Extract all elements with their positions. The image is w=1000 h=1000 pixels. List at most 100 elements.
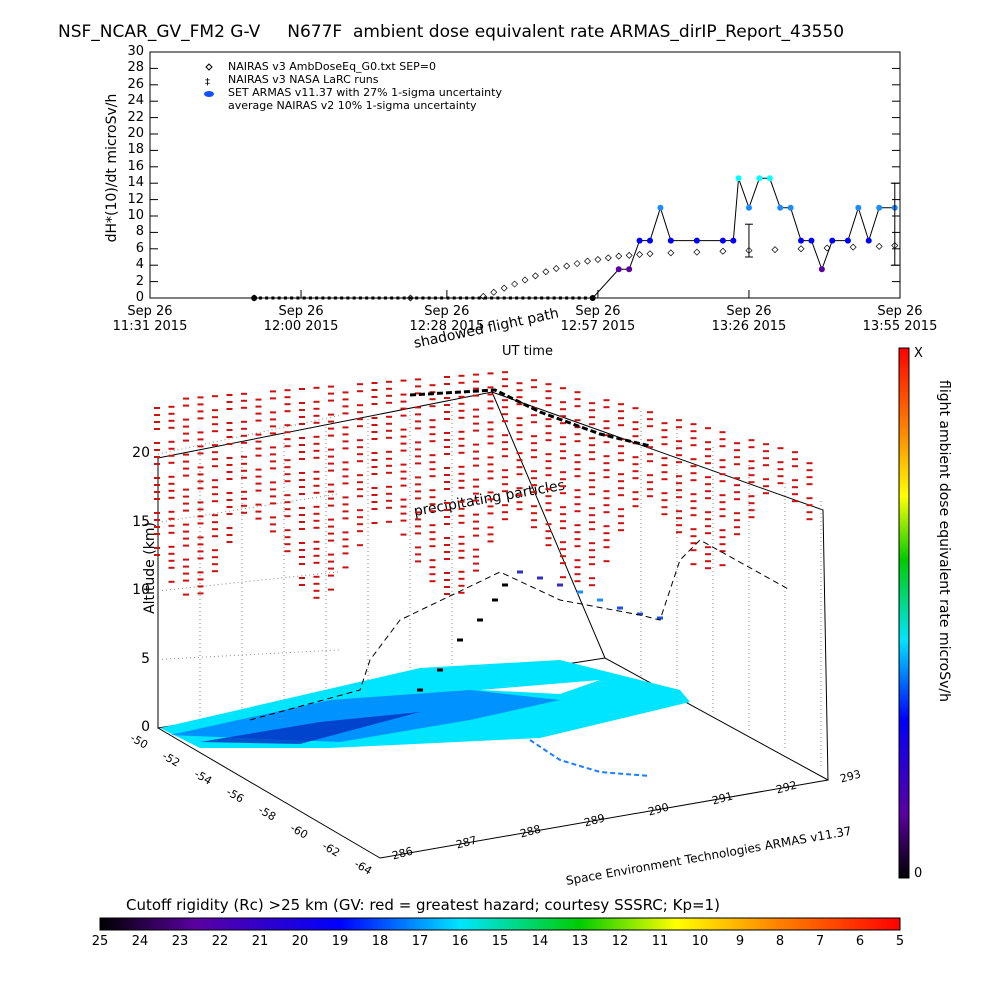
precip-mark: [603, 420, 610, 423]
y-tick-label: 10: [127, 208, 144, 223]
dose-zero-point: [390, 296, 394, 300]
precip-mark: [705, 532, 711, 535]
precip-mark: [241, 455, 247, 458]
precip-mark: [197, 438, 204, 441]
precip-mark: [313, 421, 320, 424]
precip-mark: [154, 428, 160, 430]
precip-mark: [197, 571, 204, 574]
precip-mark: [545, 439, 552, 442]
precip-mark: [386, 401, 392, 404]
precip-mark: [574, 440, 581, 443]
precip-mark: [792, 451, 798, 454]
precip-mark: [168, 489, 175, 492]
precip-mark: [154, 519, 160, 521]
precip-mark: [284, 459, 291, 462]
precip-mark: [516, 466, 523, 469]
precip-mark: [342, 510, 349, 513]
precip-mark: [255, 412, 262, 415]
precip-mark: [429, 398, 436, 401]
dose-zero-point: [290, 296, 294, 300]
dose-zero-point: [571, 296, 575, 300]
precip-mark: [415, 441, 421, 444]
precip-mark: [676, 419, 682, 422]
precip-mark: [618, 410, 624, 413]
precip-mark: [255, 433, 262, 436]
precip-mark: [458, 416, 465, 419]
precip-mark: [313, 477, 320, 480]
precip-mark: [502, 511, 508, 514]
precip-mark: [197, 403, 204, 406]
precip-mark: [357, 481, 363, 484]
precip-mark: [473, 373, 479, 376]
precip-mark: [589, 402, 595, 405]
precip-mark: [241, 420, 247, 423]
precip-mark: [371, 403, 378, 405]
precip-mark: [284, 494, 291, 497]
precip-mark: [357, 530, 363, 533]
grid-line: [157, 649, 340, 660]
precip-mark: [197, 480, 204, 483]
precip-mark: [183, 530, 189, 533]
precip-mark: [458, 570, 465, 573]
bottom-colorbar-tick: 9: [735, 934, 745, 949]
precip-mark: [255, 482, 262, 485]
dose-zero-point: [377, 296, 381, 300]
precip-mark: [748, 474, 755, 477]
precip-mark: [458, 402, 465, 405]
nairas-point: [891, 242, 899, 250]
top-series: [250, 175, 899, 302]
dose-zero-point: [315, 296, 319, 300]
precip-mark: [763, 478, 769, 481]
precip-mark: [473, 415, 479, 418]
precip-mark: [212, 521, 218, 524]
precip-mark: [502, 371, 508, 374]
flight-marker: [477, 618, 483, 622]
precip-mark: [299, 493, 305, 495]
precip-mark: [545, 495, 552, 498]
precip-mark: [502, 385, 508, 388]
precip-mark: [487, 456, 494, 459]
precip-mark: [603, 406, 610, 409]
precip-mark: [458, 535, 465, 538]
precip-mark: [531, 526, 537, 529]
precip-mark: [342, 545, 349, 548]
precip-mark: [516, 389, 523, 392]
precip-mark: [386, 471, 392, 474]
dose-point: [798, 237, 805, 244]
precip-mark: [270, 467, 276, 470]
precip-mark: [212, 535, 218, 538]
precip-mark: [661, 457, 668, 460]
precip-mark: [531, 400, 537, 403]
precip-mark: [212, 493, 218, 496]
precip-mark: [603, 497, 610, 500]
precip-mark: [197, 592, 204, 595]
precip-mark: [168, 447, 175, 450]
precip-mark: [603, 462, 610, 465]
precip-mark: [473, 380, 479, 383]
precip-mark: [168, 552, 175, 555]
precip-mark: [618, 459, 624, 462]
top-tick-marks: [149, 51, 901, 299]
dose-point: [693, 237, 700, 244]
y-tick-label: 8: [135, 224, 144, 240]
precip-mark: [371, 382, 378, 384]
bottom-colorbar-tick: 16: [451, 934, 469, 949]
precip-mark: [357, 544, 363, 547]
precip-mark: [444, 488, 450, 490]
precip-mark: [487, 477, 494, 480]
dose-point: [865, 237, 872, 244]
precip-mark: [792, 458, 798, 461]
precip-mark: [313, 519, 320, 522]
precip-mark: [357, 453, 363, 456]
precip-mark: [241, 511, 247, 514]
precip-mark: [241, 476, 247, 479]
precip-mark: [241, 497, 247, 500]
precip-mark: [806, 518, 813, 521]
dose-zero-point: [496, 296, 500, 300]
precip-mark: [444, 376, 450, 378]
precip-mark: [183, 460, 189, 463]
bottom-colorbar-tick: 8: [775, 934, 785, 949]
precip-mark: [313, 414, 320, 417]
precip-mark: [197, 452, 204, 455]
dose-zero-point: [371, 296, 375, 300]
